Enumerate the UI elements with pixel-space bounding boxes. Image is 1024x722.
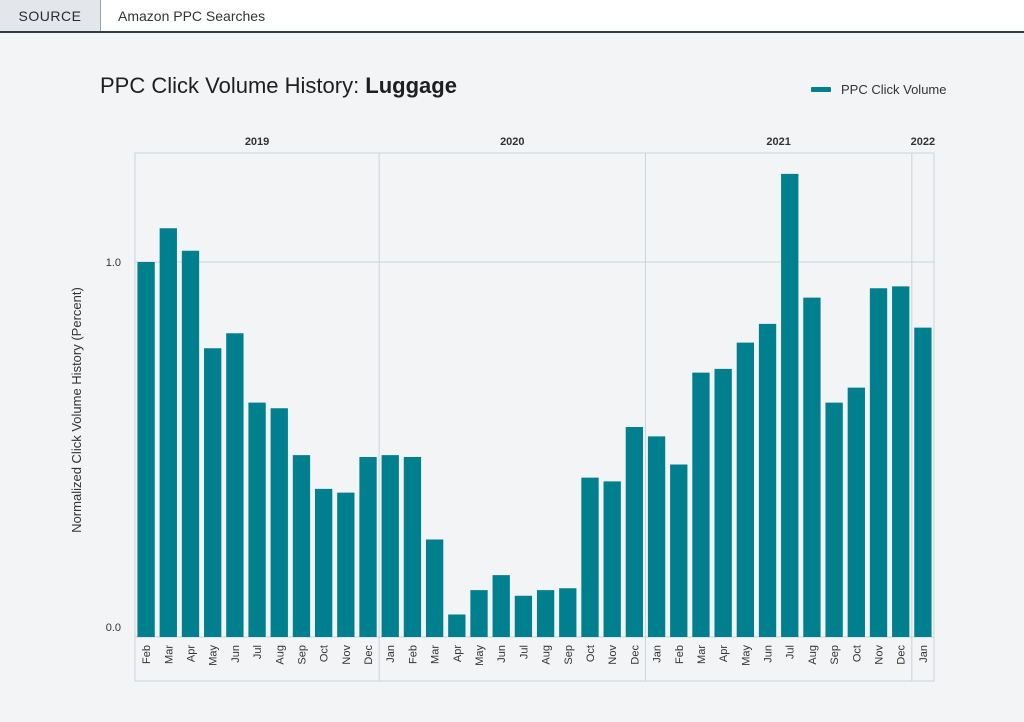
year-label: 2019 — [245, 136, 269, 148]
bar — [359, 457, 377, 637]
x-tick-label: Oct — [585, 645, 597, 662]
x-tick-label: Jan — [385, 645, 397, 663]
x-tick-label: Aug — [807, 645, 819, 665]
bar — [425, 539, 444, 637]
bar — [536, 590, 555, 637]
bar — [514, 595, 533, 637]
x-tick-label: Apr — [452, 645, 464, 662]
source-bar: SOURCE Amazon PPC Searches — [0, 0, 1024, 33]
x-tick-label: Jun — [230, 645, 242, 663]
x-tick-label: Dec — [363, 645, 375, 665]
x-tick-label: Feb — [141, 645, 153, 664]
bar — [270, 408, 288, 637]
x-tick-label: May — [474, 645, 486, 666]
x-tick-label: Apr — [718, 645, 730, 662]
bar — [470, 590, 488, 637]
x-tick-label: Oct — [319, 645, 331, 662]
legend-swatch — [811, 87, 831, 92]
y-tick-label: 1.0 — [106, 257, 121, 269]
bar — [692, 372, 710, 637]
x-tick-label: Feb — [674, 645, 686, 664]
bar — [581, 477, 599, 637]
bar — [625, 427, 644, 637]
x-tick-label: May — [740, 645, 752, 666]
bar — [292, 455, 311, 637]
bar — [825, 402, 843, 637]
bar — [714, 368, 732, 637]
bar — [248, 402, 266, 637]
x-tick-label: Aug — [274, 645, 286, 665]
x-tick-label: Jul — [518, 645, 530, 659]
x-tick-label: Sep — [829, 645, 841, 665]
x-tick-label: Jan — [652, 645, 664, 663]
bar — [847, 387, 865, 637]
legend[interactable]: PPC Click Volume — [811, 82, 946, 97]
x-tick-label: Mar — [430, 645, 442, 664]
bar — [758, 323, 777, 637]
bar — [337, 492, 355, 637]
bar — [492, 575, 510, 637]
x-tick-label: Nov — [607, 645, 619, 665]
x-tick-label: Nov — [341, 645, 353, 665]
x-tick-label: Mar — [696, 645, 708, 664]
x-tick-label: Jul — [785, 645, 797, 659]
source-value: Amazon PPC Searches — [118, 7, 266, 24]
bar — [559, 588, 577, 637]
x-tick-label: May — [208, 645, 220, 666]
x-tick-label: Sep — [296, 645, 308, 665]
y-axis-label: Normalized Click Volume History (Percent… — [69, 287, 84, 533]
year-label: 2020 — [500, 136, 524, 148]
bar — [226, 333, 244, 637]
chart-title: PPC Click Volume History: Luggage — [100, 73, 457, 99]
bar — [914, 327, 932, 637]
x-tick-label: Jun — [763, 645, 775, 663]
bar — [670, 464, 688, 637]
bar — [781, 173, 799, 637]
bar — [869, 288, 888, 637]
bar — [448, 614, 466, 637]
bar — [647, 436, 666, 637]
bar — [603, 481, 621, 637]
chart-title-subject: Luggage — [365, 73, 457, 98]
bar — [314, 488, 333, 637]
bar — [204, 348, 222, 637]
bar — [736, 342, 755, 637]
x-tick-label: Oct — [851, 645, 863, 662]
legend-label: PPC Click Volume — [841, 82, 947, 97]
bar — [181, 250, 200, 637]
bar — [159, 228, 177, 637]
x-tick-label: Jul — [252, 645, 264, 659]
year-label: 2021 — [766, 136, 790, 148]
x-tick-label: Mar — [163, 645, 175, 664]
bar — [892, 286, 910, 637]
x-tick-label: Apr — [185, 645, 197, 662]
x-tick-label: Jun — [496, 645, 508, 663]
chart-title-prefix: PPC Click Volume History: — [100, 73, 366, 98]
plot-frame — [134, 152, 935, 682]
bar — [403, 457, 422, 637]
source-tab[interactable]: SOURCE — [0, 0, 101, 31]
x-tick-label: Sep — [563, 645, 575, 665]
y-tick-label: 0.0 — [106, 622, 121, 634]
year-label: 2022 — [911, 136, 935, 148]
x-tick-label: Aug — [541, 645, 553, 665]
x-tick-label: Jan — [918, 645, 930, 663]
bar — [381, 455, 399, 637]
x-tick-label: Nov — [874, 645, 886, 665]
x-tick-label: Dec — [896, 645, 908, 665]
x-tick-label: Dec — [629, 645, 641, 665]
bar — [137, 262, 155, 637]
x-tick-label: Feb — [407, 645, 419, 664]
bar — [803, 297, 821, 637]
